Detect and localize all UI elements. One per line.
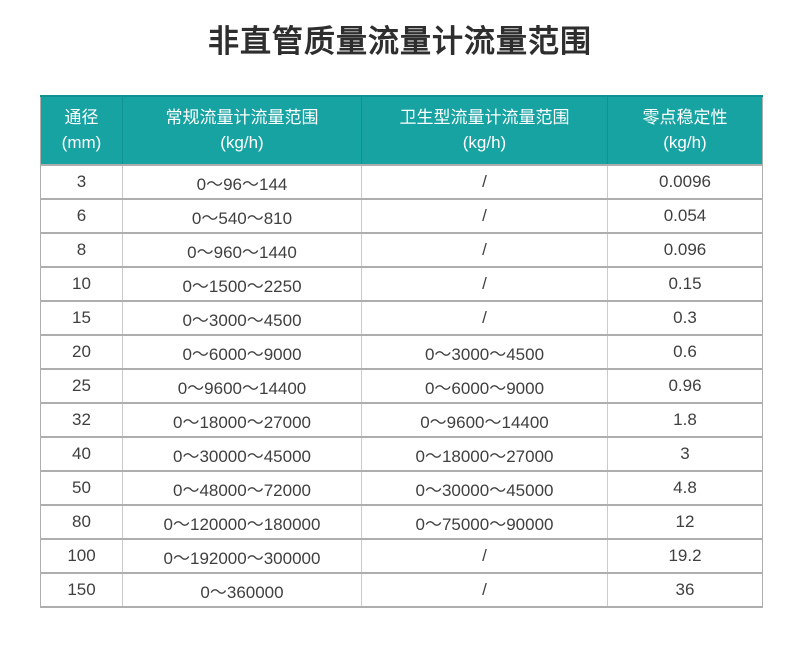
table-row: 8 0～960～1440/0.096 [40, 232, 763, 267]
cell-zero-stability: 0.0096 [607, 164, 763, 199]
cell-sanitary-range: / [361, 572, 608, 607]
cell-diameter: 15 [40, 300, 123, 335]
cell-zero-stability: 0.054 [607, 198, 763, 233]
cell-sanitary-range: / [361, 266, 608, 301]
col-header-zero-stability: 零点稳定性 (kg/h) [607, 95, 763, 165]
table-row: 40 0～30000～45000 0～18000～27000 3 [40, 436, 763, 471]
cell-zero-stability: 4.8 [607, 470, 763, 505]
cell-zero-stability: 3 [607, 436, 763, 471]
cell-zero-stability: 0.96 [607, 368, 763, 403]
cell-regular-range: 0～6000～9000 [122, 334, 362, 369]
cell-diameter: 6 [40, 198, 123, 233]
cell-diameter: 25 [40, 368, 123, 403]
cell-sanitary-range: / [361, 198, 608, 233]
cell-regular-range: 0～18000～27000 [122, 402, 362, 437]
cell-sanitary-range: / [361, 232, 608, 267]
cell-zero-stability: 0.15 [607, 266, 763, 301]
table-row: 80 0～120000～180000 0～75000～90000 12 [40, 504, 763, 539]
cell-sanitary-range: 0～18000～27000 [361, 436, 608, 471]
table-row: 3 0～96～144/0.0096 [40, 164, 763, 199]
cell-zero-stability: 19.2 [607, 538, 763, 573]
table-body: 3 0～96～144/0.0096 6 0～540～810/0.054 8 0～960～1… [40, 164, 763, 607]
col-header-diameter: 通径 (mm) [40, 95, 123, 165]
cell-regular-range: 0～3000～4500 [122, 300, 362, 335]
cell-diameter: 8 [40, 232, 123, 267]
col-header-unit: (mm) [61, 132, 102, 152]
cell-diameter: 40 [40, 436, 123, 471]
cell-zero-stability: 0.096 [607, 232, 763, 267]
header-row: 通径 (mm) 常规流量计流量范围 (kg/h) 卫生型流量计流量范围 (kg/… [40, 95, 763, 165]
cell-diameter: 100 [40, 538, 123, 573]
table-row: 15 0～3000～4500/0.3 [40, 300, 763, 335]
cell-zero-stability: 12 [607, 504, 763, 539]
table-row: 50 0～48000～72000 0～30000～45000 4.8 [40, 470, 763, 505]
cell-diameter: 80 [40, 504, 123, 539]
cell-regular-range: 0～540～810 [122, 198, 362, 233]
page-title: 非直管质量流量计流量范围 [208, 24, 592, 59]
cell-sanitary-range: 0～6000～9000 [361, 368, 608, 403]
table-row: 6 0～540～810/0.054 [40, 198, 763, 233]
table-row: 32 0～18000～27000 0～9600～14400 1.8 [40, 402, 763, 437]
cell-diameter: 150 [40, 572, 123, 607]
cell-diameter: 20 [40, 334, 123, 369]
col-header-label: 卫生型流量计流量范围 [399, 107, 570, 127]
cell-sanitary-range: 0～30000～45000 [361, 470, 608, 505]
cell-zero-stability: 0.6 [607, 334, 763, 369]
col-header-label: 零点稳定性 [642, 107, 728, 127]
cell-sanitary-range: 0～75000～90000 [361, 504, 608, 539]
cell-regular-range: 0～360000 [122, 572, 362, 607]
cell-sanitary-range: 0～3000～4500 [361, 334, 608, 369]
cell-sanitary-range: / [361, 300, 608, 335]
table-row: 10 0～1500～2250/0.15 [40, 266, 763, 301]
cell-regular-range: 0～120000～180000 [122, 504, 362, 539]
cell-sanitary-range: / [361, 538, 608, 573]
cell-diameter: 32 [40, 402, 123, 437]
cell-sanitary-range: / [361, 164, 608, 199]
col-header-label: 通径 [64, 107, 99, 127]
table-row: 25 0～9600～14400 0～6000～9000 0.96 [40, 368, 763, 403]
cell-zero-stability: 0.3 [607, 300, 763, 335]
col-header-unit: (kg/h) [220, 132, 264, 152]
col-header-sanitary-range: 卫生型流量计流量范围 (kg/h) [361, 95, 608, 165]
cell-regular-range: 0～96～144 [122, 164, 362, 199]
cell-regular-range: 0～1500～2250 [122, 266, 362, 301]
col-header-regular-range: 常规流量计流量范围 (kg/h) [122, 95, 362, 165]
col-header-unit: (kg/h) [462, 132, 507, 152]
cell-regular-range: 0～9600～14400 [122, 368, 362, 403]
cell-diameter: 50 [40, 470, 123, 505]
cell-regular-range: 0～30000～45000 [122, 436, 362, 471]
flow-range-table: 通径 (mm) 常规流量计流量范围 (kg/h) 卫生型流量计流量范围 (kg/… [40, 95, 763, 608]
cell-sanitary-range: 0～9600～14400 [361, 402, 608, 437]
cell-regular-range: 0～960～1440 [122, 232, 362, 267]
cell-regular-range: 0～192000～300000 [122, 538, 362, 573]
cell-diameter: 3 [40, 164, 123, 199]
cell-diameter: 10 [40, 266, 123, 301]
table-row: 150 0～360000/36 [40, 572, 763, 607]
cell-zero-stability: 1.8 [607, 402, 763, 437]
cell-regular-range: 0～48000～72000 [122, 470, 362, 505]
col-header-label: 常规流量计流量范围 [165, 107, 319, 127]
cell-zero-stability: 36 [607, 572, 763, 607]
table-row: 100 0～192000～300000/19.2 [40, 538, 763, 573]
col-header-unit: (kg/h) [663, 132, 707, 152]
table-row: 20 0～6000～9000 0～3000～4500 0.6 [40, 334, 763, 369]
